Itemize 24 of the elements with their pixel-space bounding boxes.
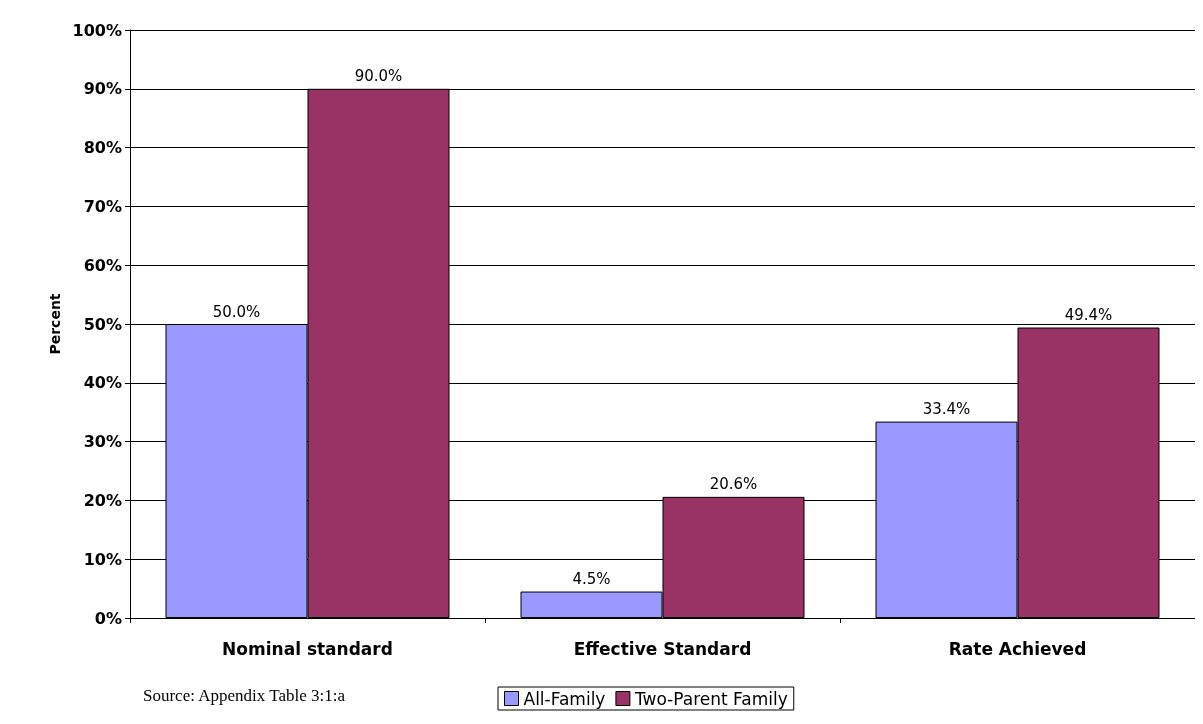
- y-tick-label: 100%: [72, 20, 122, 40]
- y-tick-label: 50%: [83, 314, 122, 334]
- x-tick-label: Rate Achieved: [948, 638, 1087, 659]
- y-tick-label: 10%: [83, 549, 122, 569]
- data-label: 33.4%: [922, 400, 971, 419]
- data-label: 90.0%: [354, 67, 403, 86]
- data-label: 4.5%: [572, 570, 611, 589]
- y-axis-title: Percent: [46, 293, 63, 355]
- y-tick-label: 0%: [94, 608, 122, 628]
- legend-label: All-Family: [523, 688, 606, 709]
- source-note: Source: Appendix Table 3:1:a: [143, 686, 346, 705]
- data-label: 49.4%: [1064, 306, 1113, 325]
- data-label: 20.6%: [709, 475, 758, 494]
- y-tick-label: 30%: [83, 432, 122, 452]
- legend-label: Two-Parent Family: [633, 688, 788, 709]
- y-tick-label: 60%: [83, 255, 122, 275]
- x-tick-label: Effective Standard: [573, 638, 752, 659]
- y-tick-label: 90%: [83, 79, 122, 99]
- y-tick-label: 40%: [83, 373, 122, 393]
- y-tick-label: 70%: [83, 196, 122, 216]
- y-tick-label: 20%: [83, 490, 122, 510]
- x-tick-label: Nominal standard: [222, 638, 393, 659]
- y-tick-label: 80%: [83, 138, 122, 158]
- data-label: 50.0%: [212, 302, 261, 321]
